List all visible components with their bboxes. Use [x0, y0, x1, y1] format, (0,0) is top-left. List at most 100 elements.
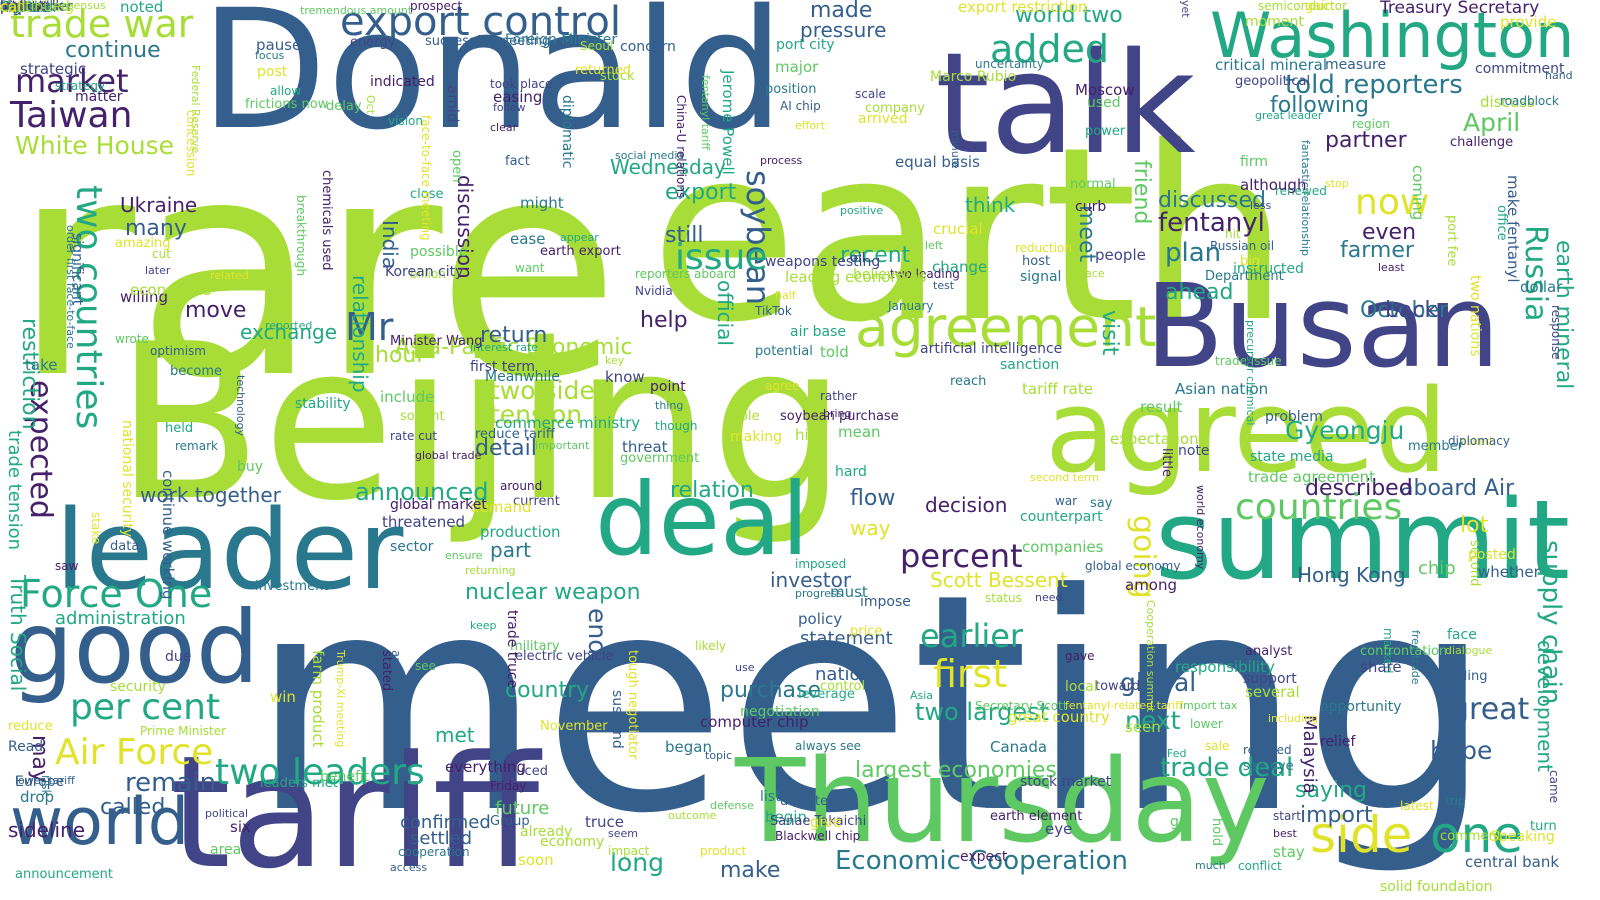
- word-cloud-word: summit: [1155, 476, 1571, 604]
- word-cloud-word: gave: [1065, 649, 1095, 663]
- word-cloud-word: second term: [1030, 471, 1099, 484]
- word-cloud-word: face: [1447, 627, 1477, 643]
- word-cloud-word: appear: [560, 231, 599, 244]
- word-cloud-word: two countries: [68, 185, 109, 430]
- word-cloud-word: discuss: [1480, 93, 1535, 111]
- word-cloud-word: October: [1360, 298, 1449, 323]
- word-cloud-word: trade war: [10, 2, 194, 46]
- word-cloud-word: major: [775, 58, 819, 76]
- word-cloud-word: amazing: [115, 236, 171, 251]
- word-cloud-word: make: [720, 858, 781, 883]
- word-cloud-word: Nvidia: [635, 284, 673, 298]
- word-cloud-word: problem: [1265, 409, 1323, 425]
- word-cloud-word: status: [985, 591, 1022, 605]
- word-cloud-word: prospect: [410, 0, 463, 13]
- word-cloud-word: Asia tour: [0, 0, 50, 12]
- word-cloud-word: suspend: [609, 690, 625, 749]
- word-cloud-word: weapons testing: [765, 254, 881, 270]
- word-cloud-word: electric vehicle: [515, 649, 614, 664]
- word-cloud-word: scale: [855, 87, 886, 101]
- word-cloud-word: hope: [1430, 736, 1493, 765]
- word-cloud-word: Minister Wang: [390, 334, 483, 349]
- word-cloud-word: control: [820, 679, 866, 694]
- word-cloud-word: Washington: [1210, 0, 1575, 72]
- word-cloud-word: comment: [1440, 829, 1502, 844]
- word-cloud-word: friend: [1129, 160, 1154, 225]
- word-cloud-word: aboard Air: [1400, 476, 1515, 501]
- word-cloud-word: dollar: [1520, 278, 1563, 296]
- word-cloud-word: export control: [340, 0, 621, 45]
- word-cloud-word: global trade: [415, 449, 482, 462]
- word-cloud-word: came: [1547, 770, 1561, 804]
- word-cloud-word: impose: [860, 594, 911, 610]
- word-cloud-word: now: [1355, 182, 1430, 223]
- word-cloud-word: tension: [490, 400, 583, 429]
- word-cloud-word: amazing meeting: [389, 650, 403, 755]
- word-cloud-word: reached: [1243, 743, 1292, 757]
- word-cloud-word: data: [110, 539, 140, 554]
- word-cloud-word: later: [145, 264, 171, 277]
- word-cloud-word: plan: [1165, 238, 1222, 268]
- word-cloud-word: begin: [765, 808, 807, 826]
- word-cloud-word: well: [565, 708, 617, 738]
- word-cloud-word: drop: [20, 788, 55, 806]
- word-cloud-word: saw: [55, 559, 79, 573]
- word-cloud-word: ensure: [445, 549, 483, 562]
- word-cloud-word: TikTok: [755, 304, 792, 318]
- word-cloud-word: soon: [518, 851, 554, 869]
- word-cloud-word: turn: [1530, 819, 1557, 834]
- word-cloud-word: concern: [620, 39, 676, 55]
- word-cloud-word: two largest: [915, 698, 1050, 726]
- word-cloud-word: signal: [1020, 269, 1062, 285]
- word-cloud-word: April: [1463, 108, 1521, 137]
- word-cloud-word: Moscow: [1075, 81, 1135, 99]
- word-cloud-word: coming: [1409, 165, 1427, 221]
- word-cloud-word: close: [410, 187, 444, 202]
- word-cloud-word: Foreign Minister: [505, 32, 618, 48]
- word-cloud-word: seen: [1125, 718, 1161, 736]
- word-cloud-word: pressure: [800, 18, 887, 42]
- word-cloud-word: Russian oil: [1210, 239, 1275, 253]
- word-cloud-word: several: [1245, 683, 1300, 701]
- word-cloud-word: port city: [776, 37, 835, 53]
- word-cloud-word: higher: [0, 0, 42, 14]
- word-cloud-word: face-to-face meeting: [419, 115, 433, 241]
- word-cloud-word: security: [110, 679, 166, 695]
- word-cloud-word: partner: [1325, 128, 1407, 153]
- word-cloud-word: threat: [622, 438, 668, 456]
- word-cloud-word: meeting: [250, 530, 1493, 879]
- word-cloud-word: saying: [1295, 778, 1367, 803]
- word-cloud-word: posted: [1468, 547, 1516, 563]
- word-cloud-word: many: [125, 216, 187, 241]
- word-cloud-word: computer chip: [700, 713, 809, 731]
- word-cloud-word: related: [210, 269, 249, 282]
- word-cloud-word: war: [1055, 494, 1078, 508]
- word-cloud-word: trade truce: [504, 610, 520, 689]
- word-cloud-word: future: [495, 798, 550, 819]
- word-cloud-word: Blackwell chip: [775, 829, 861, 843]
- word-cloud-word: side: [1310, 806, 1413, 864]
- word-cloud-word: ready: [1385, 849, 1417, 862]
- word-cloud-word: share: [1360, 658, 1402, 676]
- word-cloud-word: flow: [850, 486, 896, 511]
- word-cloud-word: solid foundation: [1380, 879, 1493, 895]
- word-cloud-word: stability: [295, 396, 351, 412]
- word-cloud-word: chip: [1418, 558, 1456, 579]
- word-cloud-word: Seoul: [580, 39, 614, 53]
- word-cloud-word: development: [1533, 640, 1557, 772]
- word-cloud-word: part: [490, 538, 532, 562]
- word-cloud-word: visit: [1097, 310, 1122, 356]
- word-cloud-word: despite: [780, 794, 828, 809]
- word-cloud-word: Speaking: [1490, 829, 1555, 845]
- word-cloud-word: win: [270, 688, 296, 706]
- word-cloud-word: Europe: [15, 774, 65, 790]
- word-cloud-word: around: [500, 479, 543, 493]
- word-cloud-word: confrontation: [1360, 644, 1448, 659]
- word-cloud-word: must: [830, 583, 868, 601]
- word-cloud-word: nation: [815, 664, 872, 685]
- word-cloud-word: role: [735, 409, 760, 424]
- word-cloud-word: always see: [795, 739, 862, 753]
- word-cloud-word: sideline: [8, 818, 86, 842]
- word-cloud-word: hand: [1545, 69, 1573, 82]
